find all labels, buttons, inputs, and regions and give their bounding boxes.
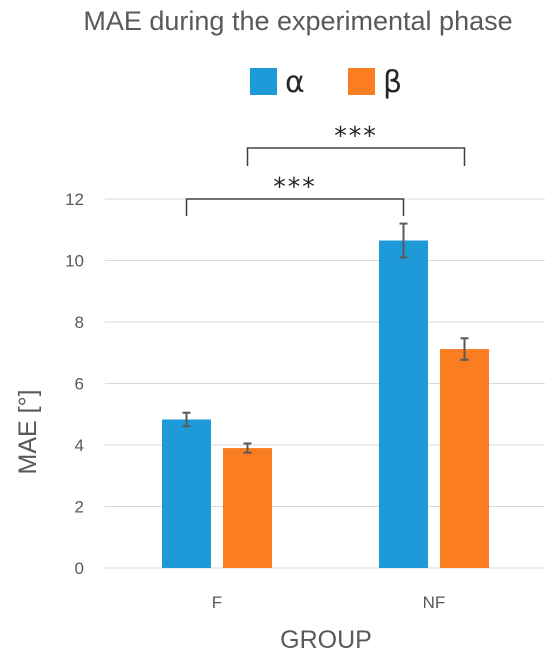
significance-label: *** (334, 121, 378, 150)
y-tick-label: 0 (75, 559, 84, 578)
significance-bracket: *** (246, 121, 466, 166)
y-tick-label: 4 (75, 436, 84, 455)
error-bar (460, 337, 469, 361)
y-tick-label: 2 (75, 498, 84, 517)
legend-swatch-beta (348, 68, 375, 95)
bar-F-series-1 (223, 448, 272, 568)
error-bar (243, 442, 252, 454)
significance-label: *** (273, 172, 317, 201)
y-axis-title: MAE [°] (14, 389, 42, 474)
bar-F-series-0 (162, 419, 211, 568)
error-bar (399, 222, 408, 259)
y-tick-label: 12 (65, 190, 84, 209)
chart-title: MAE during the experimental phase (83, 6, 512, 36)
legend: α β (250, 65, 402, 100)
x-category-label: F (212, 593, 222, 612)
legend-swatch-alpha (250, 68, 277, 95)
bars (162, 240, 489, 568)
y-axis-ticks: 0 2 4 6 8 10 12 (65, 190, 84, 578)
y-tick-label: 10 (65, 252, 84, 271)
bar-NF-series-1 (440, 349, 489, 568)
legend-label-beta: β (383, 65, 402, 100)
significance-bracket: *** (185, 172, 405, 216)
error-bar (182, 411, 191, 428)
x-axis-title: GROUP (280, 626, 372, 654)
significance-brackets: *** *** (185, 121, 466, 216)
y-tick-label: 6 (75, 375, 84, 394)
y-tick-label: 8 (75, 313, 84, 332)
x-axis-categories: F NF (212, 593, 446, 612)
bar-NF-series-0 (379, 240, 428, 568)
legend-label-alpha: α (285, 65, 305, 100)
error-bars (182, 222, 469, 454)
x-category-label: NF (423, 593, 446, 612)
